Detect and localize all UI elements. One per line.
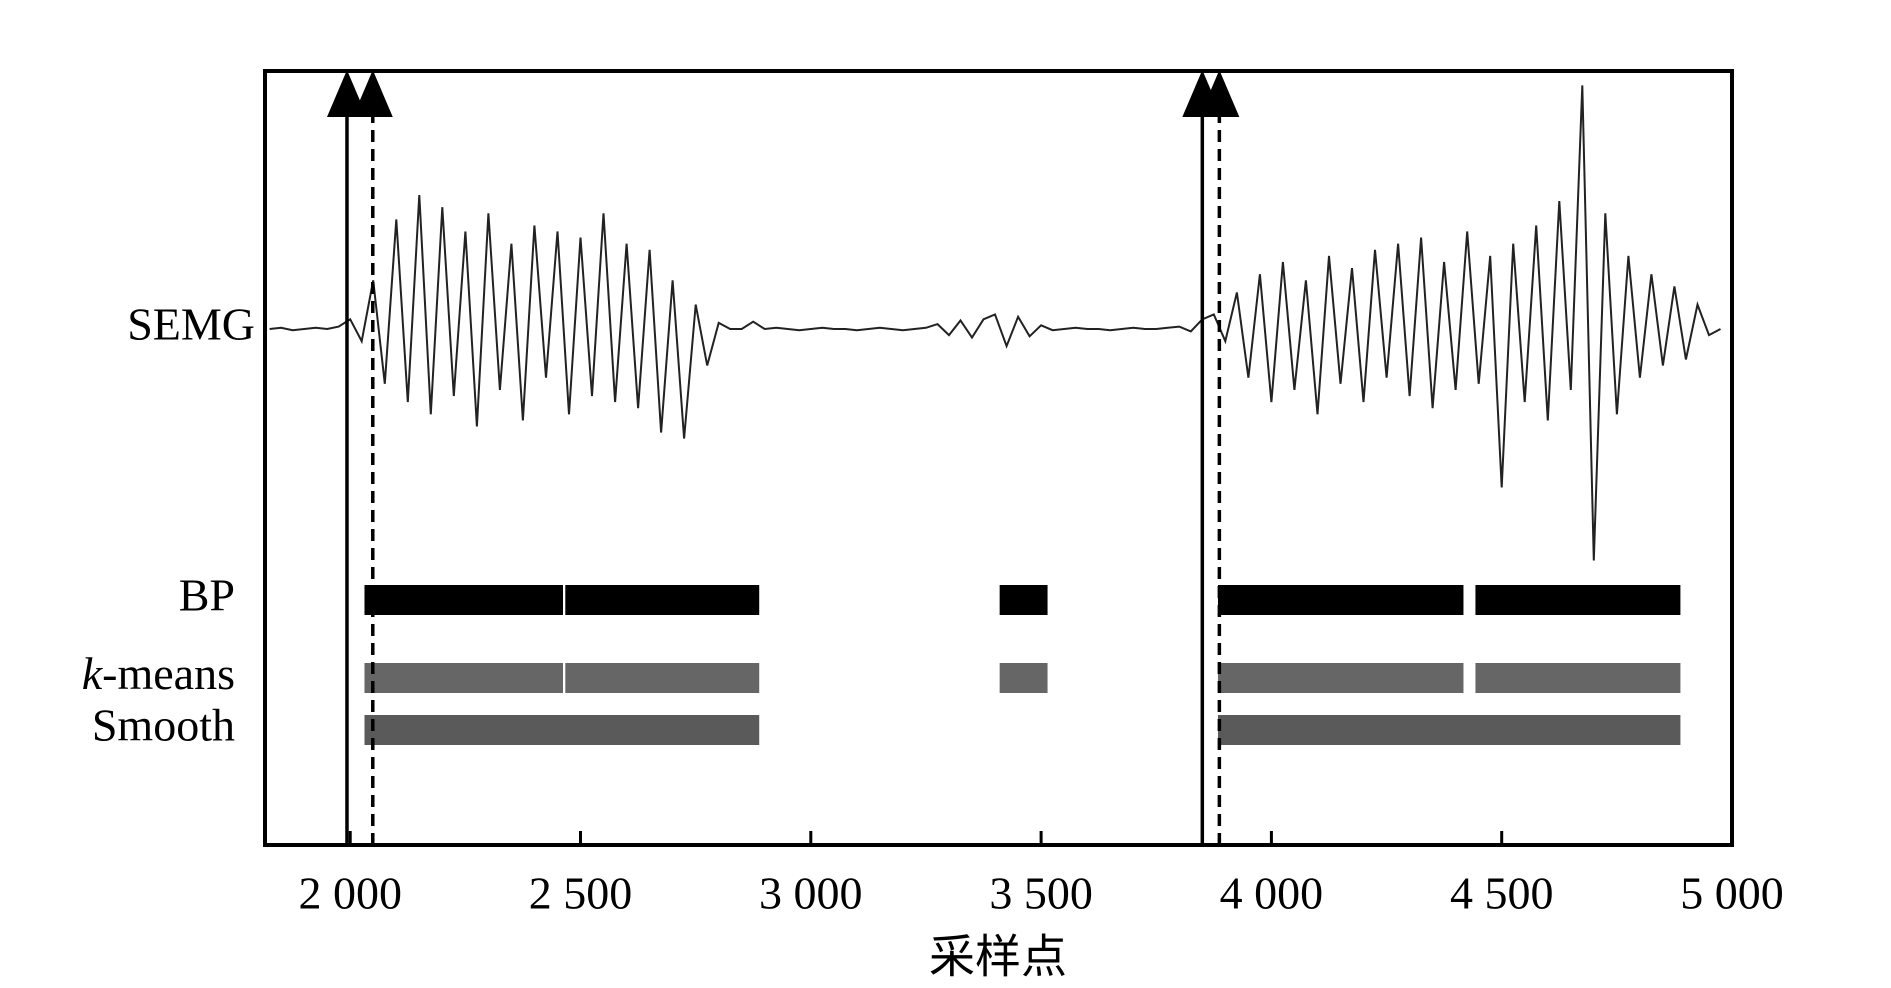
marker-arrow: [326, 70, 367, 117]
x-axis-label: 采样点: [929, 932, 1067, 983]
segment-bar: [1475, 585, 1681, 615]
x-tick-label: 5 000: [1680, 868, 1784, 919]
segment-bar: [364, 663, 564, 693]
segment-bar: [1217, 715, 1681, 745]
segment-bar: [364, 715, 760, 745]
x-tick-label: 3 000: [759, 868, 863, 919]
x-tick-label: 3 500: [989, 868, 1093, 919]
segment-bar: [999, 663, 1048, 693]
segment-bar: [565, 663, 760, 693]
segment-bar: [1217, 585, 1464, 615]
marker-arrow: [352, 70, 393, 117]
semg-signal: [269, 85, 1721, 561]
segment-bar: [565, 585, 760, 615]
segment-bar: [1217, 663, 1464, 693]
x-tick-label: 4 500: [1450, 868, 1554, 919]
marker-arrow: [1199, 70, 1240, 117]
segment-bar: [999, 585, 1048, 615]
segment-bar: [364, 585, 564, 615]
row-label: Smooth: [92, 700, 235, 751]
x-tick-label: 2 000: [298, 868, 402, 919]
segment-bar: [1475, 663, 1681, 693]
plot-frame: [263, 69, 1734, 847]
row-label: BP: [179, 570, 235, 621]
row-label: SEMG: [127, 299, 255, 350]
x-tick-label: 2 500: [529, 868, 633, 919]
row-label: k-means: [82, 648, 235, 699]
x-tick-label: 4 000: [1220, 868, 1324, 919]
